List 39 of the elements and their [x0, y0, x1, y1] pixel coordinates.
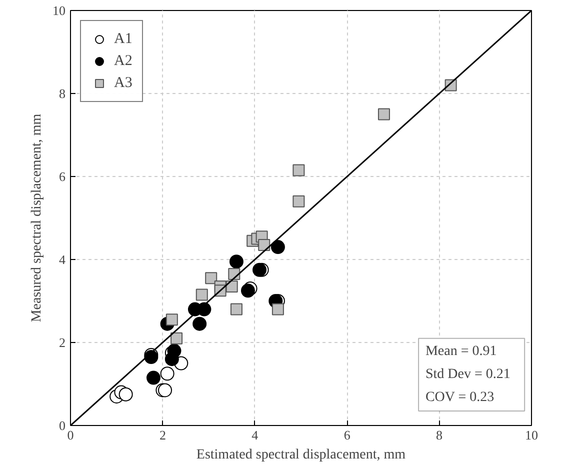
- y-tick-label: 2: [59, 335, 66, 350]
- point: [378, 108, 390, 120]
- annotation: Mean = 0.91: [425, 344, 497, 360]
- x-tick-label: 8: [436, 428, 443, 442]
- point: [158, 383, 172, 398]
- y-tick-label: 4: [59, 252, 66, 267]
- point: [230, 303, 242, 316]
- legend-label: A1: [114, 30, 134, 48]
- point: [160, 366, 174, 381]
- y-tick-label: 6: [59, 169, 66, 184]
- y-tick-label: 10: [52, 3, 66, 18]
- point: [205, 272, 218, 284]
- point: [292, 164, 305, 176]
- annotation: COV = 0.23: [425, 390, 494, 405]
- x-tick-label: 10: [525, 428, 538, 442]
- point: [196, 288, 208, 301]
- point: [229, 254, 244, 269]
- x-tick-label: 4: [252, 428, 259, 442]
- point: [270, 240, 285, 254]
- legend-label: A3: [114, 74, 134, 92]
- annotation: Std Dev = 0.21: [425, 366, 510, 382]
- x-tick-label: 6: [344, 428, 351, 442]
- point: [240, 284, 255, 298]
- point: [272, 303, 284, 316]
- y-tick-label: 8: [59, 86, 66, 101]
- point: [258, 238, 270, 251]
- point: [166, 314, 178, 326]
- point: [146, 370, 160, 385]
- y-tick-label: 0: [59, 418, 66, 433]
- y-axis-title: Measured spectral displacement, mm: [30, 114, 44, 322]
- point: [118, 387, 133, 402]
- x-tick-label: 2: [159, 428, 166, 442]
- point: [170, 332, 183, 344]
- point: [226, 280, 238, 292]
- x-axis-title: Estimated spectral displacement, mm: [196, 448, 406, 462]
- point: [192, 316, 207, 331]
- point: [292, 195, 305, 208]
- point: [167, 344, 182, 358]
- legend-label: A2: [114, 52, 134, 70]
